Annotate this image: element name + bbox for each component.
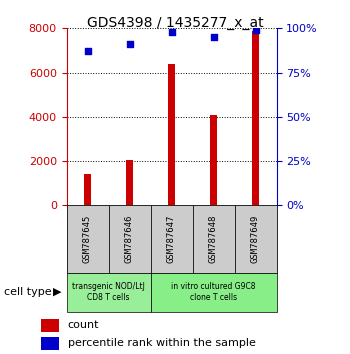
Bar (66, 205, 276, 273)
Text: GSM787647: GSM787647 (167, 215, 176, 263)
Bar (41, 337, 59, 350)
Text: GSM787646: GSM787646 (125, 215, 134, 263)
Text: count: count (68, 320, 99, 330)
Text: ▶: ▶ (53, 287, 61, 297)
Text: GSM787645: GSM787645 (83, 215, 92, 263)
Text: transgenic NOD/LtJ
CD8 T cells: transgenic NOD/LtJ CD8 T cells (72, 282, 145, 302)
Text: percentile rank within the sample: percentile rank within the sample (68, 338, 255, 348)
Point (127, 41, 132, 47)
FancyBboxPatch shape (150, 205, 193, 273)
Bar (41, 319, 59, 332)
Point (85, 48, 90, 54)
Bar (252, 30, 259, 205)
Text: GDS4398 / 1435277_x_at: GDS4398 / 1435277_x_at (87, 16, 263, 30)
Text: in vitro cultured G9C8
clone T cells: in vitro cultured G9C8 clone T cells (171, 282, 256, 302)
Text: GSM787649: GSM787649 (251, 215, 260, 263)
FancyBboxPatch shape (234, 205, 276, 273)
FancyBboxPatch shape (150, 273, 276, 312)
FancyBboxPatch shape (66, 273, 150, 312)
Text: GSM787648: GSM787648 (209, 215, 218, 263)
Bar (210, 115, 217, 205)
FancyBboxPatch shape (193, 205, 235, 273)
FancyBboxPatch shape (66, 205, 108, 273)
Point (169, 29, 174, 35)
Bar (84, 175, 91, 205)
Text: cell type: cell type (4, 287, 51, 297)
Bar (168, 64, 175, 205)
Bar (126, 160, 133, 205)
Point (253, 27, 258, 33)
FancyBboxPatch shape (108, 205, 150, 273)
Point (211, 34, 216, 40)
